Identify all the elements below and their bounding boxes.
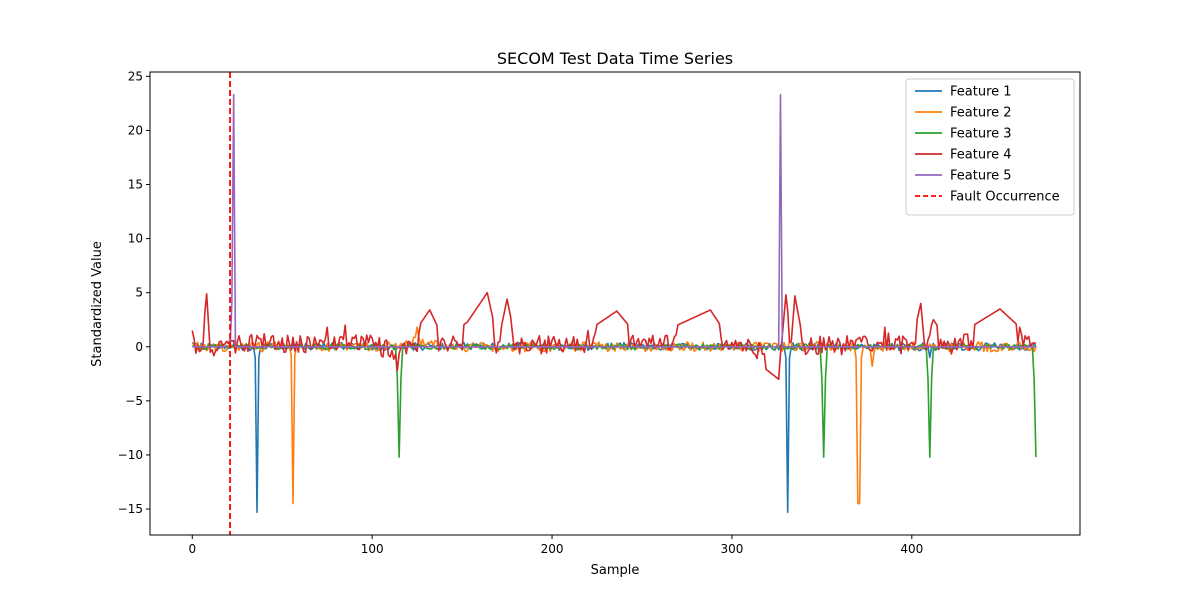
legend-label-feature-1: Feature 1 (950, 85, 1012, 100)
series-line-feature-5 (192, 93, 1036, 348)
series-line-feature-4 (191, 291, 1037, 381)
x-tick-label: 200 (541, 542, 564, 556)
legend-label-feature-4: Feature 4 (950, 148, 1012, 163)
series-line-feature-3 (191, 343, 1037, 458)
x-tick-label: 0 (188, 542, 196, 556)
y-tick-label: 15 (128, 178, 143, 192)
legend-label-feature-2: Feature 2 (950, 106, 1012, 121)
legend-box (905, 78, 1075, 216)
plot-frame (149, 71, 1081, 536)
x-tick-label: 100 (361, 542, 384, 556)
y-tick-label: −5 (125, 394, 143, 408)
y-tick-label: −15 (118, 502, 143, 516)
series-line-feature-2 (192, 326, 1037, 505)
y-tick-label: 20 (128, 123, 143, 137)
plot-area (191, 72, 1037, 535)
y-axis-label: Standardized Value (90, 241, 105, 367)
legend-label-fault-occurrence: Fault Occurrence (950, 190, 1060, 205)
chart-title: SECOM Test Data Time Series (497, 49, 733, 68)
legend-label-feature-5: Feature 5 (950, 169, 1012, 184)
legend: Feature 1 Feature 2 Feature 3 Feature 4 Feat… (905, 78, 1075, 216)
x-axis-label: Sample (591, 563, 640, 578)
x-tick-label: 300 (720, 542, 743, 556)
y-tick-label: 0 (135, 340, 143, 354)
y-tick-label: 10 (128, 232, 143, 246)
x-axis-ticks: 0 100 200 300 400 (188, 535, 923, 556)
legend-label-feature-3: Feature 3 (950, 127, 1012, 142)
y-tick-label: −10 (118, 448, 143, 462)
x-tick-label: 400 (900, 542, 923, 556)
y-axis-ticks: −15 −10 −5 0 5 10 15 20 25 (118, 69, 150, 516)
y-tick-label: 25 (128, 69, 143, 83)
y-tick-label: 5 (135, 286, 143, 300)
series-line-feature-1 (191, 341, 1037, 514)
